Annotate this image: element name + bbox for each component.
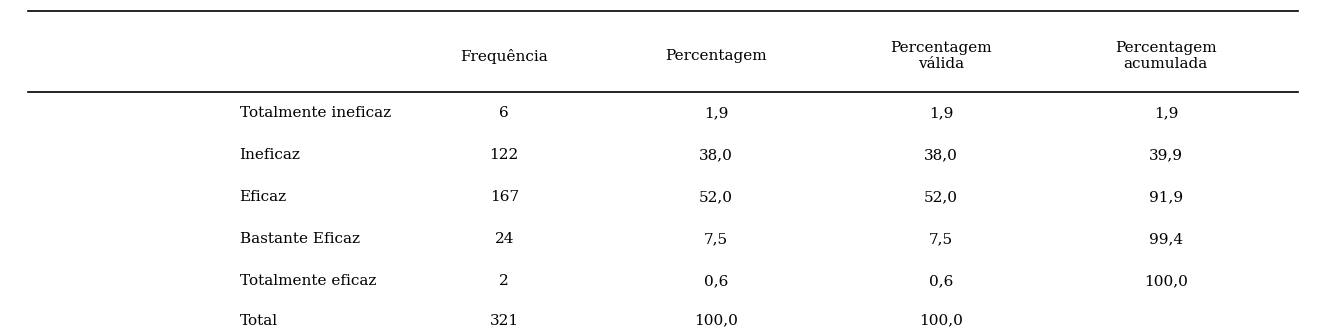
Text: 100,0: 100,0	[919, 314, 963, 328]
Text: 167: 167	[489, 190, 518, 204]
Text: 100,0: 100,0	[693, 314, 737, 328]
Text: 38,0: 38,0	[699, 148, 733, 162]
Text: 122: 122	[489, 148, 518, 162]
Text: Percentagem: Percentagem	[666, 50, 766, 63]
Text: 24: 24	[495, 232, 514, 246]
Text: 0,6: 0,6	[928, 274, 953, 288]
Text: 1,9: 1,9	[704, 106, 728, 120]
Text: 0,6: 0,6	[704, 274, 728, 288]
Text: 99,4: 99,4	[1148, 232, 1183, 246]
Text: Frequência: Frequência	[460, 49, 548, 64]
Text: 7,5: 7,5	[704, 232, 728, 246]
Text: 1,9: 1,9	[1154, 106, 1177, 120]
Text: 38,0: 38,0	[924, 148, 957, 162]
Text: 6: 6	[500, 106, 509, 120]
Text: 52,0: 52,0	[699, 190, 733, 204]
Text: 2: 2	[500, 274, 509, 288]
Text: 52,0: 52,0	[924, 190, 957, 204]
Text: 7,5: 7,5	[928, 232, 953, 246]
Text: 91,9: 91,9	[1148, 190, 1183, 204]
Text: Eficaz: Eficaz	[240, 190, 286, 204]
Text: Totalmente ineficaz: Totalmente ineficaz	[240, 106, 391, 120]
Text: Total: Total	[240, 314, 277, 328]
Text: 100,0: 100,0	[1144, 274, 1188, 288]
Text: 1,9: 1,9	[928, 106, 953, 120]
Text: Percentagem
válida: Percentagem válida	[890, 41, 992, 72]
Text: 39,9: 39,9	[1148, 148, 1183, 162]
Text: Percentagem
acumulada: Percentagem acumulada	[1115, 41, 1217, 72]
Text: 321: 321	[489, 314, 518, 328]
Text: Totalmente eficaz: Totalmente eficaz	[240, 274, 377, 288]
Text: Ineficaz: Ineficaz	[240, 148, 301, 162]
Text: Bastante Eficaz: Bastante Eficaz	[240, 232, 359, 246]
